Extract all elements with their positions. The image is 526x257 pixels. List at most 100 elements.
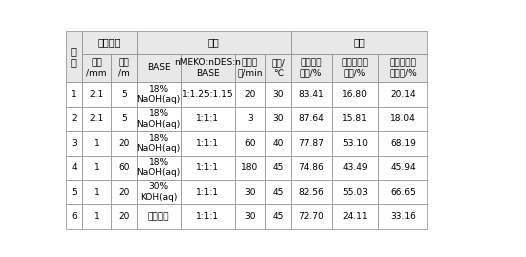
Bar [331,131,378,155]
Text: 20: 20 [244,90,256,99]
Bar [66,107,82,131]
Bar [291,31,427,54]
Text: 20: 20 [118,139,130,148]
Bar [235,131,265,155]
Bar [378,131,427,155]
Text: 20: 20 [118,212,130,221]
Text: 1:1:1: 1:1:1 [196,188,219,197]
Bar [82,107,112,131]
Bar [181,180,235,204]
Bar [331,180,378,204]
Text: 丁酮肟转
化率/%: 丁酮肟转 化率/% [300,58,322,78]
Bar [82,155,112,180]
Bar [137,107,181,131]
Bar [112,131,137,155]
Text: 45: 45 [272,212,284,221]
Bar [82,31,137,54]
Bar [112,82,137,107]
Text: 1: 1 [94,212,99,221]
Bar [265,131,291,155]
Bar [265,54,291,82]
Bar [265,180,291,204]
Bar [378,107,427,131]
Text: 5: 5 [121,90,127,99]
Text: 条件: 条件 [208,37,219,47]
Text: 1:1:1: 1:1:1 [196,114,219,123]
Bar [137,131,181,155]
Text: 4: 4 [71,163,77,172]
Text: 1:1:1: 1:1:1 [196,163,219,172]
Bar [291,180,331,204]
Bar [378,155,427,180]
Bar [82,204,112,229]
Text: 40: 40 [272,139,284,148]
Bar [66,82,82,107]
Text: 45: 45 [272,188,284,197]
Text: 30: 30 [244,188,256,197]
Bar [265,82,291,107]
Bar [291,82,331,107]
Bar [265,204,291,229]
Text: 82.56: 82.56 [298,188,324,197]
Text: 55.03: 55.03 [342,188,368,197]
Bar [137,180,181,204]
Text: 2.1: 2.1 [89,90,104,99]
Bar [82,54,112,82]
Bar [331,54,378,82]
Text: 60: 60 [118,163,130,172]
Bar [181,107,235,131]
Text: 管长
/m: 管长 /m [118,58,130,78]
Text: 45.94: 45.94 [390,163,416,172]
Text: 编
号: 编 号 [71,46,77,67]
Bar [378,82,427,107]
Bar [137,31,291,54]
Text: 管道条件: 管道条件 [98,37,121,47]
Text: 53.10: 53.10 [342,139,368,148]
Bar [235,54,265,82]
Bar [82,180,112,204]
Bar [82,82,112,107]
Bar [235,82,265,107]
Bar [66,155,82,180]
Text: 1: 1 [94,163,99,172]
Text: nMEKO:nDES:n
BASE: nMEKO:nDES:n BASE [174,58,241,78]
Bar [82,131,112,155]
Bar [181,131,235,155]
Text: 87.64: 87.64 [298,114,324,123]
Bar [112,107,137,131]
Bar [331,204,378,229]
Text: 1: 1 [71,90,77,99]
Text: 18%
NaOH(aq): 18% NaOH(aq) [137,109,181,128]
Bar [137,82,181,107]
Text: 30: 30 [272,90,284,99]
Bar [181,82,235,107]
Bar [66,180,82,204]
Bar [66,204,82,229]
Text: 72.70: 72.70 [298,212,324,221]
Text: 1:1:1: 1:1:1 [196,212,219,221]
Bar [137,54,181,82]
Bar [235,155,265,180]
Text: 2: 2 [71,114,77,123]
Text: 3: 3 [71,139,77,148]
Bar [291,155,331,180]
Text: 18%
NaOH(aq): 18% NaOH(aq) [137,85,181,104]
Bar [66,31,82,82]
Text: 83.41: 83.41 [298,90,324,99]
Bar [291,204,331,229]
Text: 30: 30 [272,114,284,123]
Bar [112,155,137,180]
Text: 6: 6 [71,212,77,221]
Text: 1:1:1: 1:1:1 [196,139,219,148]
Bar [265,107,291,131]
Bar [181,155,235,180]
Bar [235,180,265,204]
Text: 18%
NaOH(aq): 18% NaOH(aq) [137,158,181,177]
Bar [235,107,265,131]
Text: 66.65: 66.65 [390,188,416,197]
Text: 30: 30 [244,212,256,221]
Bar [378,54,427,82]
Text: 1: 1 [94,188,99,197]
Bar [235,204,265,229]
Bar [378,204,427,229]
